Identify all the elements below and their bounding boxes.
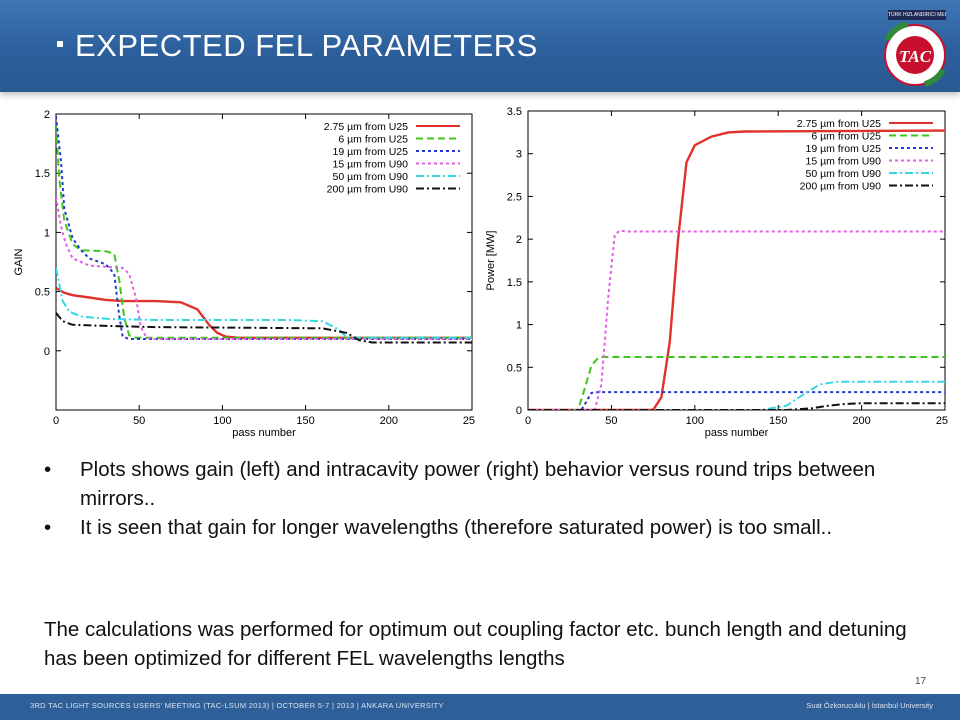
x-tick-label: 150	[769, 415, 787, 427]
legend-label: 200 µm from U90	[800, 181, 881, 193]
legend-label: 50 µm from U90	[806, 168, 882, 180]
tac-logo-icon: TAC	[884, 21, 946, 87]
y-tick-label: 3.5	[507, 106, 522, 118]
y-tick-label: 0	[516, 405, 522, 417]
series-line	[528, 391, 945, 410]
gain-chart: 0 50 100 150 200 250 0 0.5 1 1.5 2 pass number GAIN 2…	[10, 100, 475, 440]
series-line	[56, 116, 472, 340]
x-tick-label: 50	[605, 415, 617, 427]
series-line	[528, 402, 945, 410]
series-line	[528, 129, 945, 410]
slide-title-text: EXPECTED FEL PARAMETERS	[75, 28, 538, 63]
y-axis-label: Power [MW]	[485, 231, 497, 291]
series-line	[528, 380, 945, 410]
y-tick-label: 1	[516, 320, 522, 332]
logo-topbar: TÜRK HIZLANDIRICI MERKEZİ	[888, 10, 946, 20]
series-line	[56, 286, 472, 339]
title-bullet-icon	[57, 40, 63, 47]
x-tick-label: 250	[463, 415, 475, 427]
bullet-item: • It is seen that gain for longer wavelen…	[40, 513, 940, 542]
y-tick-label: 1.5	[35, 168, 50, 180]
bullet-dot-icon: •	[44, 458, 52, 481]
legend-label: 6 µm from U25	[338, 134, 408, 146]
series-line	[528, 229, 945, 410]
legend-label: 200 µm from U90	[327, 184, 408, 196]
y-tick-label: 3	[516, 149, 522, 161]
bullet-text: It is seen that gain for longer waveleng…	[80, 516, 833, 539]
x-axis-label: pass number	[705, 427, 769, 439]
legend-label: 2.75 µm from U25	[797, 118, 881, 130]
x-tick-label: 200	[380, 415, 398, 427]
slide-footer: 3RD TAC LIGHT SOURCES USERS' MEETING (TA…	[0, 694, 960, 720]
x-tick-label: 150	[296, 415, 314, 427]
page-number: 17	[915, 676, 927, 687]
legend-label: 15 µm from U90	[333, 159, 409, 171]
series-line	[56, 125, 472, 339]
power-chart: 0 50 100 150 200 250 0 0.5 1 1.5 2 2.5 3 3.5 pass numb…	[482, 100, 948, 440]
footer-author: Suat Özkorucuklu | İstanbul University	[806, 701, 933, 710]
conclusion-paragraph: The calculations was performed for optim…	[44, 618, 907, 670]
legend-label: 19 µm from U25	[333, 146, 409, 158]
bullet-dot-icon: •	[44, 516, 52, 539]
bullet-text: Plots shows gain (left) and intracavity …	[80, 458, 876, 510]
x-tick-label: 100	[686, 415, 704, 427]
x-tick-label: 50	[133, 415, 145, 427]
y-tick-label: 1	[44, 227, 50, 239]
legend-label: 19 µm from U25	[806, 143, 882, 155]
x-tick-label: 100	[213, 415, 231, 427]
plot-frame	[55, 113, 473, 411]
x-tick-label: 200	[852, 415, 870, 427]
x-tick-label: 0	[525, 415, 531, 427]
x-axis-label: pass number	[232, 427, 296, 439]
y-tick-label: 0	[44, 346, 50, 358]
tac-logo: TAC	[845, 10, 955, 90]
x-tick-label: 0	[53, 415, 59, 427]
y-tick-label: 0.5	[507, 362, 522, 374]
legend-label: 15 µm from U90	[806, 156, 882, 168]
y-tick-label: 1.5	[507, 277, 522, 289]
y-tick-label: 2.5	[507, 191, 522, 203]
y-axis-label: GAIN	[13, 249, 25, 276]
slide-header: EXPECTED FEL PARAMETERS	[0, 0, 960, 92]
legend-label: 2.75 µm from U25	[324, 121, 408, 133]
footer-event: 3RD TAC LIGHT SOURCES USERS' MEETING (TA…	[30, 701, 444, 710]
slide-title: EXPECTED FEL PARAMETERS	[57, 28, 538, 64]
bullet-list: • Plots shows gain (left) and intracavity…	[40, 455, 940, 542]
plot-frame	[527, 110, 946, 411]
logo-text: TAC	[899, 47, 932, 66]
series-line	[56, 196, 472, 340]
series-line	[56, 312, 472, 344]
legend-label: 6 µm from U25	[811, 131, 881, 143]
x-tick-label: 250	[936, 415, 948, 427]
bullet-item: • Plots shows gain (left) and intracavity…	[40, 455, 940, 513]
legend-label: 50 µm from U90	[333, 171, 409, 183]
y-tick-label: 0.5	[35, 287, 50, 299]
y-tick-label: 2	[44, 109, 50, 121]
y-tick-label: 2	[516, 234, 522, 246]
